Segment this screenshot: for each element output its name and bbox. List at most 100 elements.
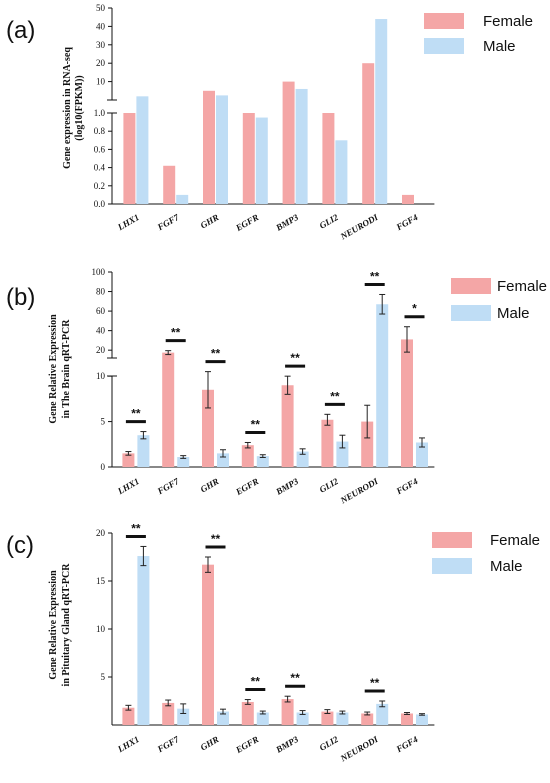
y-tick-label: 50	[96, 3, 106, 13]
bar-male	[375, 19, 388, 204]
y-tick-label: 0.4	[94, 163, 106, 173]
panel-a-ylabel-line2: (log10(FPKM))	[74, 75, 85, 141]
panel-c-marks: 5 10 15 20 ** LHX1 FGF7 ** GHR ** EGFR ** BMP3 GLI2 **…	[96, 521, 435, 764]
bar-female	[163, 165, 176, 204]
bar-male	[176, 194, 189, 204]
legend-label-male: Male	[497, 305, 530, 322]
panel-a-chart: (a) Gene expression in RNA-seq (log10(FP…	[6, 3, 533, 242]
y-tick-label: 10	[96, 371, 106, 381]
legend-label-male: Male	[490, 558, 523, 575]
x-tick-label: GHR	[199, 734, 221, 752]
bar-male	[296, 712, 309, 725]
bar-male	[177, 708, 190, 725]
x-tick-label: EGFR	[233, 212, 260, 233]
panel-b-marks: 051020406080100**LHX1**FGF7**GHR**EGFR**…	[92, 267, 435, 506]
legend-label-male: Male	[483, 38, 516, 55]
panel-a-legend: Female Male	[424, 13, 533, 55]
y-tick-label: 60	[96, 306, 106, 316]
x-tick-label: FGF7	[155, 734, 181, 755]
bar-female	[162, 352, 175, 467]
bar-female	[281, 699, 294, 725]
panel-c-legend: Female Male	[432, 532, 540, 575]
bar-male	[217, 711, 229, 725]
y-tick-label: 10	[96, 624, 106, 634]
y-tick-label: 10	[96, 77, 106, 87]
legend-swatch-male	[424, 38, 464, 54]
y-tick-label: 0.0	[94, 199, 106, 209]
significance-label: **	[290, 671, 300, 685]
bar-male	[256, 456, 269, 467]
panel-b-ylabel-line1: Gene Relative Expression	[48, 314, 59, 424]
panel-b-chart: (b) Gene Relative Expression in The Brai…	[6, 267, 547, 506]
panel-a-label: (a)	[6, 17, 35, 44]
significance-label: **	[330, 389, 340, 403]
y-tick-label: 0.6	[94, 144, 106, 154]
bar-female	[401, 713, 413, 725]
x-tick-label: BMP3	[273, 734, 300, 755]
y-tick-label: 1.0	[94, 108, 106, 118]
bar-female	[203, 90, 215, 204]
significance-label: **	[131, 521, 141, 535]
bar-female	[241, 701, 254, 725]
x-tick-label: FGF4	[394, 212, 420, 233]
x-tick-label: NEURODI	[338, 476, 380, 506]
y-tick-label: 5	[101, 672, 106, 682]
legend-swatch-female	[424, 13, 464, 29]
x-tick-label: BMP3	[273, 212, 300, 233]
bar-male	[137, 556, 150, 725]
x-tick-label: LHX1	[115, 212, 141, 233]
panel-a-marks: 0.0 0.2 0.4 0.6 0.8 1.0 10 20 30 40 50 LHX1 FGF7 GHR E…	[94, 3, 435, 242]
bar-male	[295, 88, 308, 204]
panel-a-ylabel-line1: Gene expression in RNA-seq	[62, 47, 73, 169]
significance-label: **	[251, 675, 261, 689]
bar-male	[416, 714, 428, 725]
significance-label: **	[131, 407, 141, 421]
panel-c-ylabel-line2: in Pituitary Gland qRT-PCR	[61, 563, 72, 687]
y-tick-label: 0.8	[94, 126, 106, 136]
y-tick-label: 0.2	[94, 181, 105, 191]
y-tick-label: 20	[96, 528, 106, 538]
bar-female	[122, 707, 135, 725]
bar-male	[255, 117, 268, 204]
bar-female	[362, 63, 375, 205]
bar-male	[136, 96, 149, 204]
bar-male	[335, 140, 348, 204]
x-tick-label: BMP3	[273, 476, 300, 497]
bar-female	[202, 389, 214, 467]
bar-male	[177, 457, 190, 467]
bar-male	[376, 703, 389, 725]
x-tick-label: NEURODI	[338, 734, 380, 764]
x-tick-label: GLI2	[318, 212, 341, 231]
significance-label: **	[211, 347, 221, 361]
bar-female	[162, 702, 175, 725]
panel-c-ylabel-line1: Gene Relative Expression	[48, 570, 59, 680]
legend-swatch-female	[451, 278, 491, 294]
bar-female	[282, 81, 295, 204]
y-tick-label: 5	[101, 417, 106, 427]
bar-female	[123, 113, 136, 204]
legend-swatch-male	[432, 558, 472, 574]
panel-c-chart: (c) Gene Relative Expression in Pituitar…	[6, 521, 540, 764]
bar-male	[296, 451, 309, 467]
bar-female	[321, 419, 334, 467]
significance-label: **	[370, 269, 380, 283]
bar-female	[241, 445, 254, 467]
x-tick-label: NEURODI	[338, 212, 380, 242]
legend-label-female: Female	[490, 532, 540, 549]
y-tick-label: 80	[96, 287, 106, 297]
x-tick-label: GHR	[199, 476, 221, 494]
bar-female	[361, 421, 374, 467]
significance-label: **	[370, 676, 380, 690]
y-tick-label: 40	[96, 21, 106, 31]
legend-swatch-female	[432, 532, 472, 548]
legend-label-female: Female	[483, 13, 533, 30]
bar-female	[322, 113, 335, 204]
x-tick-label: EGFR	[233, 476, 260, 497]
bar-female	[281, 385, 294, 467]
x-tick-label: FGF4	[394, 734, 420, 755]
panel-c-label: (c)	[6, 532, 34, 559]
bar-male	[376, 304, 389, 467]
bar-female	[401, 339, 413, 467]
significance-label: **	[211, 532, 221, 546]
